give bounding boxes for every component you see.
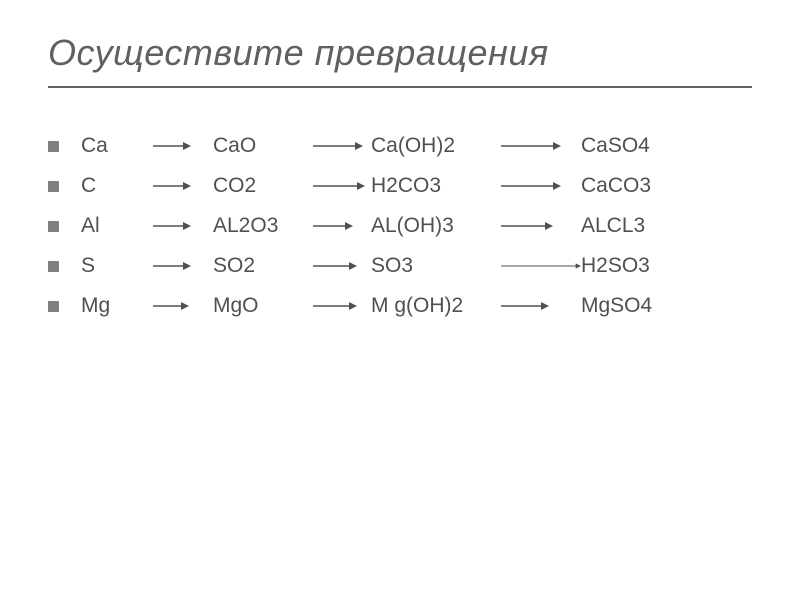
arrow-cell	[313, 180, 371, 192]
arrow-cell	[501, 300, 581, 312]
bullet-icon	[48, 221, 59, 232]
compound: Ca(OH)2	[371, 134, 501, 158]
arrow-icon	[501, 180, 561, 192]
arrow-icon	[153, 220, 191, 232]
arrow-icon	[501, 260, 581, 272]
compound: Al	[81, 214, 153, 238]
compound: ALCL3	[581, 214, 691, 238]
slide-title: Осуществите превращения	[48, 32, 752, 88]
bullet-icon	[48, 141, 59, 152]
compound: MgO	[213, 294, 313, 318]
compound: CaO	[213, 134, 313, 158]
arrow-icon	[313, 260, 357, 272]
arrow-cell	[501, 180, 581, 192]
arrow-cell	[153, 140, 213, 152]
arrow-cell	[313, 140, 371, 152]
compound: AL2O3	[213, 214, 313, 238]
chain-row: Al AL2O3 AL(OH)3 ALCL3	[48, 210, 752, 242]
arrow-icon	[501, 140, 561, 152]
arrow-icon	[153, 180, 191, 192]
arrow-cell	[313, 220, 371, 232]
compound: C	[81, 174, 153, 198]
arrow-icon	[501, 220, 553, 232]
arrow-icon	[313, 140, 363, 152]
compound: H2CO3	[371, 174, 501, 198]
arrow-icon	[501, 300, 549, 312]
arrow-cell	[153, 300, 213, 312]
arrow-icon	[153, 140, 191, 152]
arrow-cell	[313, 260, 371, 272]
arrow-icon	[313, 180, 365, 192]
arrow-icon	[313, 300, 357, 312]
arrow-cell	[153, 260, 213, 272]
compound: MgSO4	[581, 294, 691, 318]
arrow-cell	[501, 140, 581, 152]
chain-row: S SO2 SO3 H2SO3	[48, 250, 752, 282]
compound: S	[81, 254, 153, 278]
transformation-chains: Ca CaO Ca(OH)2 CaSO4 C CO2 H2CO3 CaCO3 Al AL2O3 AL…	[48, 130, 752, 322]
compound: CaCO3	[581, 174, 691, 198]
compound: Mg	[81, 294, 153, 318]
arrow-cell	[501, 260, 581, 272]
chain-row: Mg MgO M g(OH)2 MgSO4	[48, 290, 752, 322]
compound: AL(OH)3	[371, 214, 501, 238]
arrow-cell	[153, 180, 213, 192]
arrow-cell	[313, 300, 371, 312]
arrow-cell	[153, 220, 213, 232]
compound: SO2	[213, 254, 313, 278]
arrow-icon	[153, 300, 189, 312]
arrow-icon	[313, 220, 353, 232]
compound: CO2	[213, 174, 313, 198]
slide: Осуществите превращения Ca CaO Ca(OH)2 CaSO…	[0, 0, 800, 354]
chain-row: Ca CaO Ca(OH)2 CaSO4	[48, 130, 752, 162]
arrow-cell	[501, 220, 581, 232]
compound: CaSO4	[581, 134, 691, 158]
compound: SO3	[371, 254, 501, 278]
bullet-icon	[48, 301, 59, 312]
compound: H2SO3	[581, 254, 691, 278]
arrow-icon	[153, 260, 191, 272]
compound: Ca	[81, 134, 153, 158]
bullet-icon	[48, 181, 59, 192]
bullet-icon	[48, 261, 59, 272]
compound: M g(OH)2	[371, 294, 501, 318]
chain-row: C CO2 H2CO3 CaCO3	[48, 170, 752, 202]
